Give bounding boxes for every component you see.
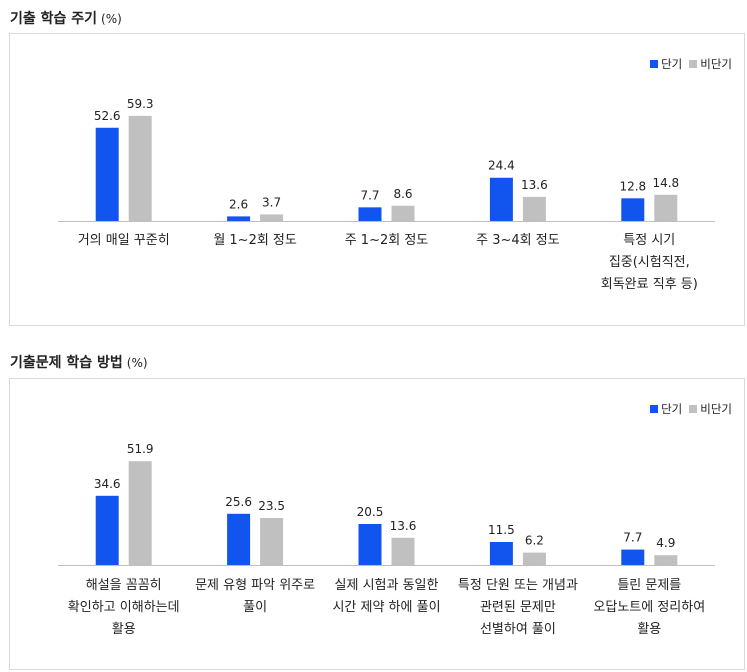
legend: 단기 비단기 bbox=[643, 56, 732, 72]
bar-non-short bbox=[654, 555, 678, 565]
data-label: 7.7 bbox=[360, 188, 379, 202]
category-label: 주 3~4회 정도 bbox=[476, 233, 560, 248]
data-label: 13.6 bbox=[521, 178, 548, 192]
legend-swatch-non-short bbox=[689, 405, 698, 413]
category-label: 문제 유형 파악 위주로 bbox=[195, 578, 315, 593]
data-label: 25.6 bbox=[225, 495, 252, 509]
category-label: 회독완료 직후 등) bbox=[601, 277, 698, 292]
chart-heading: 기출 학습 주기 (%) bbox=[10, 8, 122, 28]
category-label: 실제 시험과 동일한 bbox=[335, 578, 439, 593]
bar-non-short bbox=[128, 115, 152, 221]
bar-short bbox=[358, 207, 382, 221]
legend: 단기 비단기 bbox=[643, 401, 732, 417]
category-label: 거의 매일 꾸준히 bbox=[78, 233, 170, 248]
bar-short bbox=[227, 216, 251, 221]
legend-label-short: 단기 bbox=[661, 57, 683, 71]
data-label: 2.6 bbox=[229, 197, 248, 211]
legend-swatch-short bbox=[650, 60, 659, 68]
data-label: 12.8 bbox=[619, 179, 646, 193]
bar-short bbox=[489, 177, 513, 221]
category-label: 관련된 문제만 bbox=[480, 600, 556, 615]
category-label: 선별하여 풀이 bbox=[480, 622, 556, 637]
data-label: 59.3 bbox=[127, 97, 154, 111]
bar-non-short bbox=[522, 196, 546, 221]
bar-short bbox=[95, 495, 119, 565]
bar-short bbox=[621, 549, 645, 565]
data-label: 52.6 bbox=[94, 109, 121, 123]
legend-item-non-short: 비단기 bbox=[689, 56, 732, 72]
data-label: 7.7 bbox=[623, 531, 642, 545]
category-label: 해설을 꼼꼼히 bbox=[86, 578, 162, 593]
legend-item-short: 단기 bbox=[650, 401, 682, 417]
chart-heading-title: 기출 학습 주기 bbox=[10, 11, 98, 27]
legend-label-short: 단기 bbox=[661, 402, 683, 416]
legend-item-non-short: 비단기 bbox=[689, 401, 732, 417]
data-label: 14.8 bbox=[652, 176, 679, 190]
chart-heading-unit: (%) bbox=[101, 12, 122, 26]
bar-chart-study-cycle: 52.6 59.3 거의 매일 꾸준히 2.6 3.7 월 1~2회 정도 7.7 8.6 주 … bbox=[58, 97, 715, 292]
bar-non-short bbox=[391, 205, 415, 221]
bar-short bbox=[358, 524, 382, 565]
data-label: 8.6 bbox=[393, 187, 412, 201]
bar-non-short bbox=[260, 214, 284, 221]
data-label: 34.6 bbox=[94, 477, 121, 491]
data-label: 4.9 bbox=[656, 536, 675, 550]
chart-heading: 기출문제 학습 방법 (%) bbox=[10, 352, 148, 372]
legend-swatch-non-short bbox=[689, 60, 698, 68]
bar-non-short bbox=[128, 461, 152, 565]
data-label: 13.6 bbox=[390, 519, 417, 533]
legend-swatch-short bbox=[650, 405, 659, 413]
bar-short bbox=[227, 513, 251, 565]
legend-item-short: 단기 bbox=[650, 56, 682, 72]
data-label: 3.7 bbox=[262, 195, 281, 209]
bar-non-short bbox=[260, 518, 284, 565]
data-label: 24.4 bbox=[488, 159, 515, 173]
category-label: 특정 시기 bbox=[623, 233, 675, 248]
bar-short bbox=[489, 542, 513, 565]
category-label: 활용 bbox=[637, 622, 661, 637]
category-label: 집중(시험직전, bbox=[609, 255, 690, 270]
category-label: 주 1~2회 정도 bbox=[345, 233, 429, 248]
bar-non-short bbox=[654, 194, 678, 221]
category-label: 틀린 문제를 bbox=[617, 578, 681, 593]
data-label: 6.2 bbox=[525, 534, 544, 548]
bar-non-short bbox=[522, 552, 546, 565]
chart-heading-title: 기출문제 학습 방법 bbox=[10, 355, 123, 371]
category-label: 오답노트에 정리하여 bbox=[593, 600, 705, 615]
category-label: 시간 제약 하에 풀이 bbox=[332, 600, 440, 615]
category-label: 특정 단원 또는 개념과 bbox=[458, 578, 578, 593]
chart-panel-study-cycle: 단기 비단기 52.6 59.3 거의 매일 꾸준히 2.6 3.7 월 1~2회 정도 7… bbox=[9, 33, 745, 326]
data-label: 20.5 bbox=[357, 505, 384, 519]
category-label: 확인하고 이해하는데 bbox=[68, 600, 180, 615]
category-label: 풀이 bbox=[243, 600, 267, 615]
category-label: 월 1~2회 정도 bbox=[213, 233, 297, 248]
category-label: 활용 bbox=[112, 622, 136, 637]
bar-short bbox=[621, 198, 645, 221]
chart-heading-unit: (%) bbox=[126, 356, 148, 370]
bar-short bbox=[95, 127, 119, 221]
data-label: 23.5 bbox=[258, 499, 285, 513]
data-label: 51.9 bbox=[127, 442, 154, 456]
data-label: 11.5 bbox=[488, 523, 515, 537]
legend-label-non-short: 비단기 bbox=[700, 57, 732, 71]
bar-non-short bbox=[391, 537, 415, 565]
legend-label-non-short: 비단기 bbox=[700, 402, 732, 416]
